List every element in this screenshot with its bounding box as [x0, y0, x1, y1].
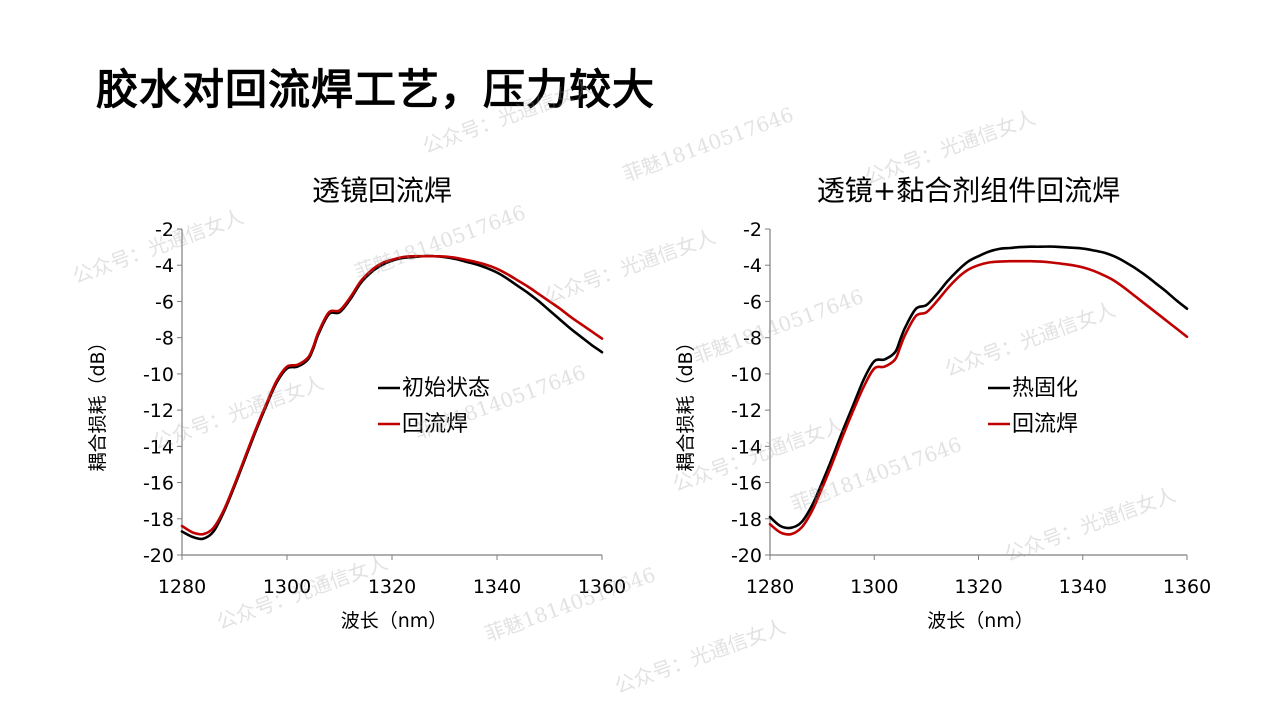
y-tick-label: -14	[143, 436, 174, 458]
y-tick-label: -18	[731, 509, 762, 531]
chart-title: 透镜回流焊	[312, 174, 452, 207]
series-line-1	[768, 245, 1189, 530]
legend-label: 回流焊	[402, 412, 468, 437]
y-tick-label: -4	[155, 255, 174, 277]
chart-lens-reflow: 透镜回流焊 -2 -4 -6 -8 -10 -12 -14 -16 -18 -20 1280 1300 1…	[87, 174, 626, 632]
x-tick-label: 1300	[263, 576, 311, 598]
x-axis-label: 波长（nm）	[927, 610, 1034, 632]
y-axis-label: 耦合损耗（dB）	[675, 332, 697, 471]
x-tick-label: 1280	[746, 576, 794, 598]
y-tick-label: -10	[731, 364, 762, 386]
x-axis-label: 波长（nm）	[341, 610, 448, 632]
series-line-2	[768, 259, 1189, 536]
x-tick-label: 1340	[1059, 576, 1107, 598]
y-tick-label: -12	[731, 400, 762, 422]
x-tick-label: 1340	[473, 576, 521, 598]
legend-label: 初始状态	[402, 376, 490, 401]
y-tick-label: -6	[155, 291, 174, 313]
x-tick-label: 1360	[1163, 576, 1211, 598]
x-tick-label: 1320	[954, 576, 1002, 598]
legend-label: 回流焊	[1012, 412, 1078, 437]
slide-title: 胶水对回流焊工艺，压力较大	[96, 65, 656, 114]
series-line-2	[180, 254, 604, 536]
y-tick-label: -8	[743, 328, 762, 350]
y-tick-label: -14	[731, 436, 762, 458]
y-tick-label: -6	[743, 291, 762, 313]
x-tick-label: 1280	[158, 576, 206, 598]
y-tick-label: -12	[143, 400, 174, 422]
y-axis-label: 耦合损耗（dB）	[87, 332, 109, 471]
x-tick-label: 1300	[850, 576, 898, 598]
series-line-1	[180, 254, 604, 541]
chart-lens-adhesive-reflow: 透镜+黏合剂组件回流焊 -2 -4 -6 -8 -10 -12 -14 -16 -18 -20 128…	[675, 174, 1211, 632]
chart-title: 透镜+黏合剂组件回流焊	[817, 174, 1120, 207]
y-tick-label: -10	[143, 364, 174, 386]
y-tick-label: -2	[743, 219, 762, 241]
y-tick-label: -2	[155, 219, 174, 241]
y-tick-label: -4	[743, 255, 762, 277]
y-tick-label: -8	[155, 328, 174, 350]
x-tick-label: 1360	[578, 576, 626, 598]
y-tick-label: -16	[731, 473, 762, 495]
x-tick-label: 1320	[368, 576, 416, 598]
y-tick-label: -20	[143, 545, 174, 567]
y-tick-label: -20	[731, 545, 762, 567]
y-tick-label: -16	[143, 473, 174, 495]
legend-label: 热固化	[1012, 376, 1078, 401]
y-tick-label: -18	[143, 509, 174, 531]
